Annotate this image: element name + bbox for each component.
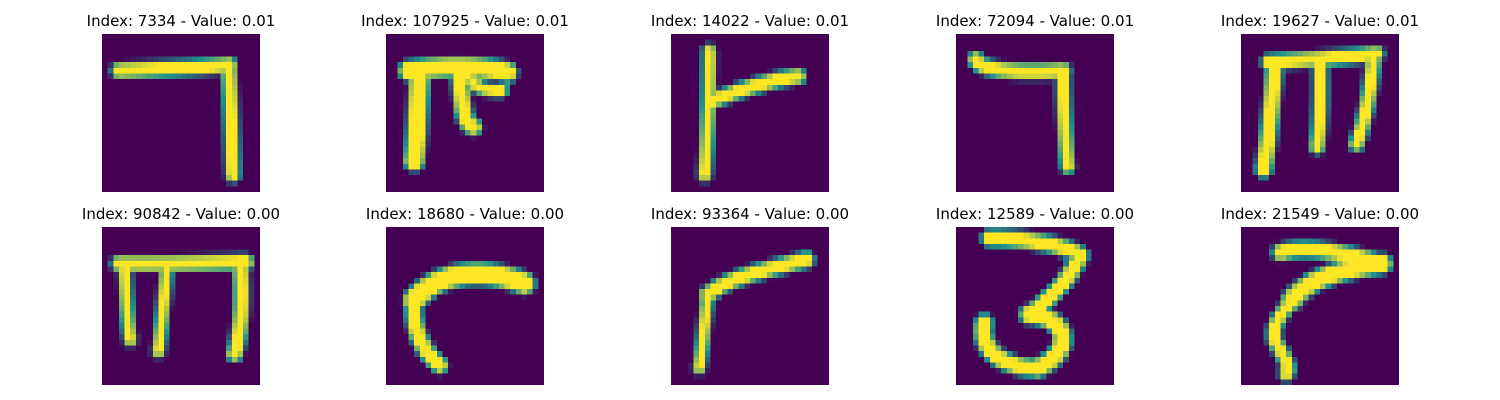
sample-cell: Index: 72094 - Value: 0.01 [915, 12, 1155, 202]
digit-image [671, 34, 829, 192]
sample-title: Index: 14022 - Value: 0.01 [650, 12, 850, 30]
sample-cell: Index: 19627 - Value: 0.01 [1200, 12, 1440, 202]
sample-title: Index: 93364 - Value: 0.00 [650, 205, 850, 223]
sample-cell: Index: 18680 - Value: 0.00 [345, 205, 585, 395]
sample-title: Index: 18680 - Value: 0.00 [365, 205, 565, 223]
sample-cell: Index: 12589 - Value: 0.00 [915, 205, 1155, 395]
digit-image [102, 227, 260, 385]
sample-title: Index: 7334 - Value: 0.01 [86, 12, 276, 30]
digit-image [956, 227, 1114, 385]
sample-cell: Index: 90842 - Value: 0.00 [61, 205, 301, 395]
digit-image [671, 227, 829, 385]
sample-cell: Index: 93364 - Value: 0.00 [630, 205, 870, 395]
digit-image [1241, 227, 1399, 385]
digit-image [956, 34, 1114, 192]
sample-cell: Index: 107925 - Value: 0.01 [345, 12, 585, 202]
sample-title: Index: 72094 - Value: 0.01 [935, 12, 1135, 30]
sample-cell: Index: 7334 - Value: 0.01 [61, 12, 301, 202]
sample-title: Index: 107925 - Value: 0.01 [361, 12, 569, 30]
sample-title: Index: 21549 - Value: 0.00 [1220, 205, 1420, 223]
sample-cell: Index: 14022 - Value: 0.01 [630, 12, 870, 202]
digit-image [1241, 34, 1399, 192]
digit-image [386, 227, 544, 385]
sample-title: Index: 90842 - Value: 0.00 [81, 205, 281, 223]
sample-title: Index: 19627 - Value: 0.01 [1220, 12, 1420, 30]
digit-image [102, 34, 260, 192]
digit-image [386, 34, 544, 192]
sample-title: Index: 12589 - Value: 0.00 [935, 205, 1135, 223]
sample-cell: Index: 21549 - Value: 0.00 [1200, 205, 1440, 395]
